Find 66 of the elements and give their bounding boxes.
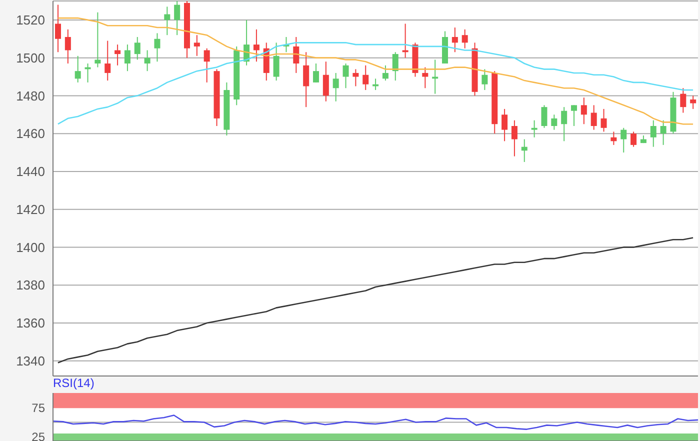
- line-series: [57, 237, 694, 364]
- candlestick: [502, 108, 508, 142]
- candlestick: [253, 28, 260, 62]
- candlestick: [551, 114, 558, 130]
- candlestick: [620, 127, 627, 154]
- candlestick: [342, 63, 349, 89]
- candlestick: [362, 64, 369, 91]
- candlestick: [660, 120, 666, 146]
- candlestick: [104, 40, 111, 82]
- candlestick: [174, 1, 180, 36]
- y-tick-label: 1420: [16, 202, 45, 217]
- y-tick-label: 25: [32, 430, 46, 441]
- candlestick: [164, 6, 170, 36]
- candlestick: [610, 131, 617, 146]
- candlestick: [561, 106, 568, 142]
- candlestick: [204, 48, 210, 83]
- y-tick-label: 1440: [16, 164, 45, 180]
- candlestick: [402, 23, 408, 58]
- y-tick-label: 1400: [16, 240, 45, 255]
- line-series: [52, 414, 699, 430]
- candlestick: [521, 138, 528, 162]
- candlestick: [293, 36, 300, 74]
- candlestick: [511, 120, 518, 157]
- candlestick: [382, 64, 388, 82]
- candlestick: [134, 36, 140, 60]
- candlestick: [680, 88, 686, 114]
- y-tick-label: 1380: [16, 278, 45, 293]
- candlestick: [273, 42, 280, 82]
- candlestick: [531, 120, 538, 138]
- chart-title: RSI(14): [53, 376, 94, 391]
- candlestick: [590, 104, 597, 130]
- candlestick: [64, 28, 71, 64]
- candlestick: [462, 28, 468, 49]
- y-tick-label: 1480: [16, 88, 45, 104]
- candlestick: [114, 44, 121, 66]
- candlestick: [352, 68, 359, 87]
- candlestick: [94, 12, 101, 68]
- y-tick-label: 1460: [16, 126, 45, 142]
- candlestick: [580, 97, 587, 125]
- y-tick-label: 1340: [16, 353, 45, 368]
- candlestick: [144, 50, 150, 72]
- candlestick: [422, 66, 428, 89]
- y-tick-label: 1500: [16, 50, 45, 66]
- y-tick-label: 1360: [16, 316, 45, 331]
- candlestick: [690, 95, 696, 110]
- line-series: [57, 42, 694, 125]
- candlestick: [630, 131, 637, 148]
- candlestick: [571, 104, 577, 126]
- candlestick: [322, 61, 329, 102]
- candlestick: [194, 34, 200, 56]
- candlestick: [303, 52, 310, 108]
- candlestick: [600, 108, 607, 132]
- candlestick: [124, 44, 130, 72]
- candlestick: [313, 63, 319, 83]
- candlestick: [55, 4, 61, 53]
- candlestick: [74, 55, 81, 83]
- candlestick: [452, 27, 458, 53]
- y-tick-label: 1520: [16, 12, 45, 28]
- candlestick: [332, 72, 339, 102]
- y-tick-label: 75: [32, 400, 46, 415]
- candlestick: [650, 120, 656, 148]
- candlestick: [392, 52, 398, 82]
- candlestick: [541, 104, 548, 128]
- candlestick: [154, 32, 160, 62]
- candlestick: [482, 68, 488, 91]
- line-series: [57, 17, 694, 125]
